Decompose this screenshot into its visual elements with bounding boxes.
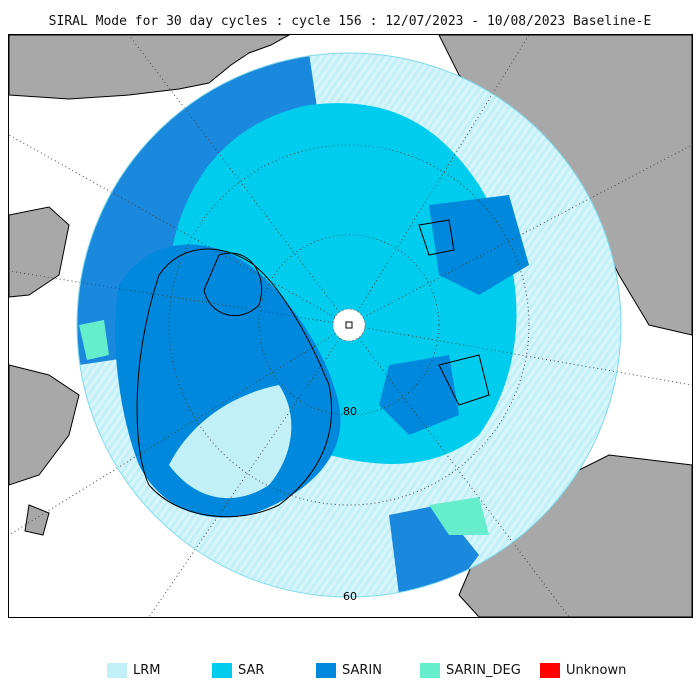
lat-label-60: 60: [343, 590, 357, 603]
coast-arctic-east: [438, 354, 490, 406]
sarin-patch-center: [379, 355, 459, 435]
lat-label-80: 80: [343, 405, 357, 418]
pole-hole: [332, 308, 366, 342]
sarin-deg-patch-2: [79, 320, 109, 360]
pole-marker: [345, 321, 353, 329]
legend-item-lrm: LRM: [107, 660, 161, 680]
legend-item-sarin-deg: SARIN_DEG: [420, 660, 521, 680]
legend-item-sar: SAR: [212, 660, 264, 680]
legend-swatch-sarin: [316, 662, 336, 678]
legend-swatch-lrm: [107, 662, 127, 678]
legend-label-sar: SAR: [238, 662, 265, 678]
polar-map: 80 60: [9, 35, 692, 617]
coast-svalbard: [418, 219, 455, 256]
legend-item-sarin: SARIN: [316, 660, 382, 680]
sarin-deg-patch: [429, 497, 489, 535]
legend-swatch-unknown: [540, 662, 560, 678]
legend-label-lrm: LRM: [133, 662, 161, 678]
map-title: SIRAL Mode for 30 day cycles : cycle 156…: [48, 14, 652, 29]
legend-label-sarin: SARIN: [342, 662, 382, 678]
land-siberia: [9, 35, 291, 100]
land-europe: [9, 364, 80, 486]
polar-map-frame: 80 60: [8, 34, 693, 618]
sarin-patch-east: [429, 195, 529, 295]
legend-label-sarin-deg: SARIN_DEG: [446, 662, 521, 678]
land-small-island: [24, 504, 50, 536]
land-scandinavia: [9, 206, 70, 298]
legend: LRM SAR SARIN SARIN_DEG Unknown: [0, 660, 700, 680]
legend-swatch-sarin-deg: [420, 662, 440, 678]
coast-canada-islands: [203, 252, 263, 317]
legend-item-unknown: Unknown: [540, 660, 626, 680]
lrm-greenland-interior: [169, 385, 292, 499]
legend-label-unknown: Unknown: [566, 662, 627, 678]
legend-swatch-sar: [212, 662, 232, 678]
